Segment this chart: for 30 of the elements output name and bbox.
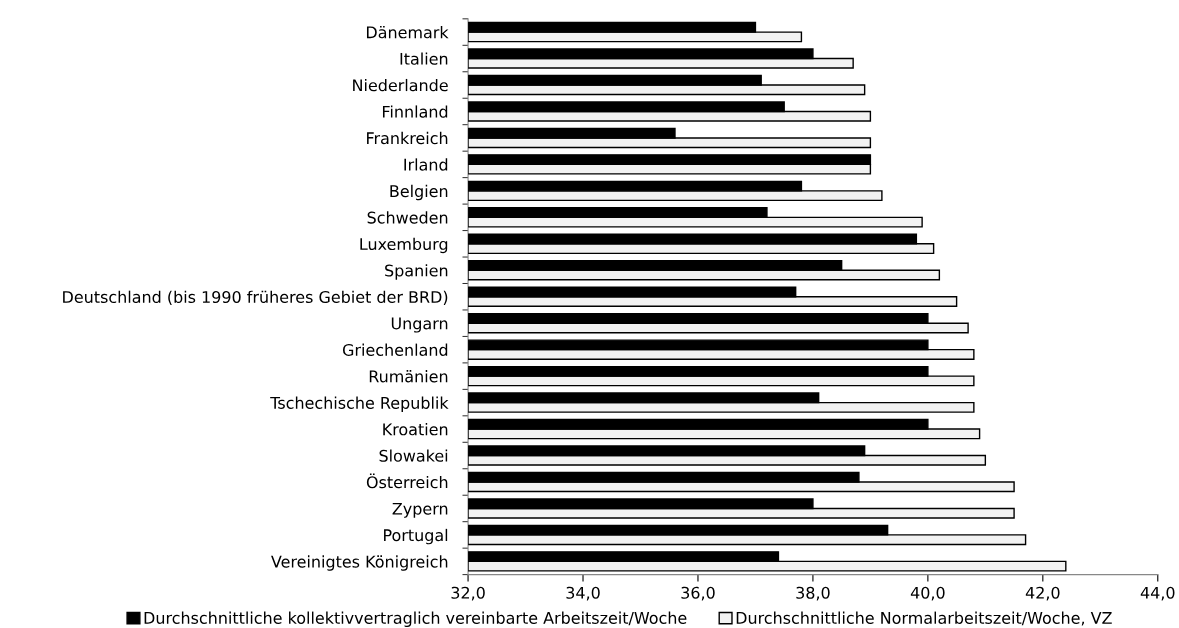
y-tick-label: Spanien [385,264,448,280]
x-tick-label: 36,0 [681,586,715,601]
y-tick-label: Zypern [392,502,448,518]
legend-label: Durchschnittliche Normalarbeitszeit/Woche, VZ [736,611,1112,626]
y-tick-label: Kroatien [383,422,448,436]
x-tick-label: 34,0 [566,586,600,601]
y-tick-label: Finnland [382,105,448,118]
x-tick-label: 40,0 [910,586,945,601]
y-tick-label: Niederlande [353,78,448,92]
y-tick-label: Belgien [390,184,448,201]
y-tick-label: Rumänien [369,370,448,383]
legend-label: Durchschnittliche kollektivvertraglich vereinbarte Arbeitszeit/Woche [144,611,687,628]
y-tick-label: Deutschland (bis 1990 früheres Gebiet der BRD) [63,290,448,305]
y-tick-label: Österreich [366,473,448,489]
y-tick-label: Luxemburg [360,237,448,254]
y-tick-label: Frankreich [367,131,448,145]
y-tick-label: Slowakei [379,449,448,462]
y-tick-label: Tschechische Republik [270,396,449,412]
y-tick-label: Schweden [367,211,448,224]
y-tick-label: Griechenland [342,343,448,356]
y-tick-label: Irland [404,158,448,171]
x-tick-label: 32,0 [451,586,485,601]
x-tick-label: 42,0 [1025,586,1060,601]
x-tick-label: 38,0 [796,586,830,601]
x-tick-label: 44,0 [1140,586,1175,601]
y-tick-label: Italien [400,52,448,65]
y-tick-label: Portugal [384,528,448,545]
y-tick-label: Ungarn [391,317,448,333]
y-tick-label: Dänemark [366,26,449,39]
y-tick-label: Vereinigtes Königreich [271,555,448,571]
